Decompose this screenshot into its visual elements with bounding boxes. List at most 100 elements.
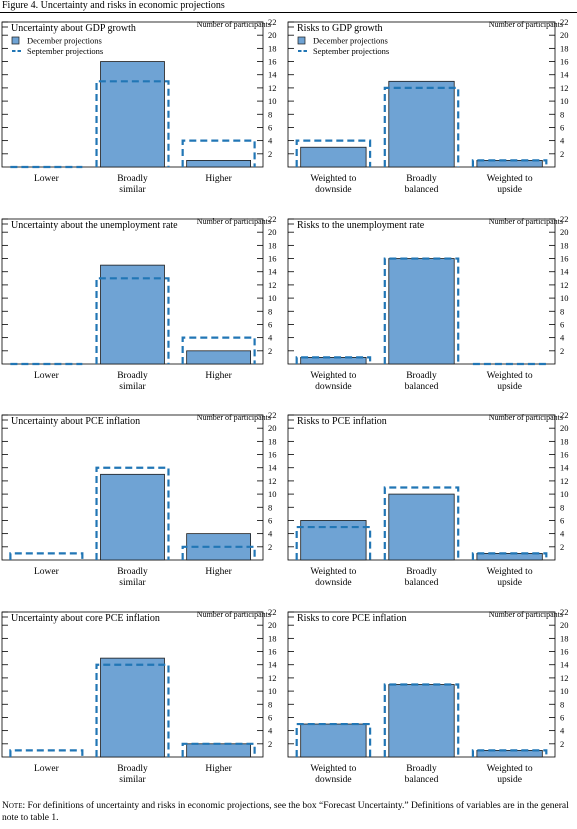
category-label-3: Weighted to (487, 371, 533, 381)
y-tick-label-12: 12 (268, 673, 277, 683)
chart-panel-4: Number of participants 2 4 6 8 10 12 14 16 18 20 22… (287, 214, 569, 392)
category-label-1: Lower (34, 764, 60, 774)
y-tick-label-22: 22 (268, 607, 277, 617)
y-tick-label-20: 20 (268, 227, 277, 237)
category-label-3: Higher (205, 174, 232, 184)
y-tick-label-22: 22 (560, 17, 569, 27)
chart-panel-1: Number of participants 2 4 6 8 10 12 14 16 18 20 22… (1, 17, 277, 195)
note-text: : For definitions of uncertainty and ris… (2, 801, 569, 823)
y-tick-label-14: 14 (268, 463, 277, 473)
september-step-line (295, 257, 547, 366)
y-axis-label: Number of participants (197, 413, 271, 422)
y-tick-label-10: 10 (560, 96, 569, 106)
y-tick-label-10: 10 (560, 686, 569, 696)
category-label-1: Weighted to (310, 371, 356, 381)
category-label-1: Lower (34, 371, 60, 381)
y-tick-label-2: 2 (560, 149, 564, 159)
y-tick-label-20: 20 (268, 423, 277, 433)
y-tick-label-4: 4 (560, 726, 565, 736)
chart-panel-6: Number of participants 2 4 6 8 10 12 14 16 18 20 22… (287, 410, 569, 588)
category-label-2: Broadly (117, 174, 148, 184)
september-step-line (10, 277, 256, 366)
y-tick-label-10: 10 (268, 489, 277, 499)
y-tick-label-2: 2 (560, 542, 564, 552)
bar-december-3 (476, 553, 543, 561)
september-step-line (10, 80, 256, 169)
y-tick-label-10: 10 (268, 293, 277, 303)
chart-panel-2: Number of participants 2 4 6 8 10 12 14 16 18 20 22… (287, 17, 569, 195)
category-label-3: Weighted to (487, 764, 533, 774)
y-tick-label-4: 4 (268, 136, 273, 146)
bar-december-3 (186, 743, 252, 758)
y-tick-label-6: 6 (268, 122, 272, 132)
bar-december-3 (476, 750, 543, 758)
bar-december-2 (100, 264, 165, 365)
chart-title: Uncertainty about GDP growth (11, 23, 136, 34)
category-label-3: upside (497, 775, 522, 785)
figure-title: Figure 4. Uncertainty and risks in econo… (2, 0, 225, 11)
y-tick-label-8: 8 (560, 699, 564, 709)
bar-december-2 (100, 657, 165, 758)
y-tick-label-16: 16 (560, 57, 569, 67)
category-label-1: Weighted to (310, 174, 356, 184)
chart-title: Uncertainty about PCE inflation (11, 416, 140, 427)
chart-panel-7: Number of participants 2 4 6 8 10 12 14 16 18 20 22… (1, 607, 277, 785)
title-rule (0, 12, 577, 13)
category-label-1: Lower (34, 567, 60, 577)
y-tick-label-12: 12 (560, 673, 569, 683)
category-label-1: Lower (34, 174, 60, 184)
y-tick-label-16: 16 (268, 450, 277, 460)
category-label-2: balanced (405, 775, 439, 785)
y-tick-label-14: 14 (268, 267, 277, 277)
y-tick-label-8: 8 (268, 109, 272, 119)
y-tick-label-12: 12 (560, 476, 569, 486)
bar-december-1 (300, 146, 367, 168)
y-tick-label-22: 22 (560, 607, 569, 617)
category-label-2: Broadly (117, 371, 148, 381)
chart-title: Risks to GDP growth (297, 23, 382, 34)
bar-december-2 (388, 684, 455, 758)
y-tick-label-4: 4 (560, 529, 565, 539)
legend-label-september: September projections (313, 46, 389, 56)
legend-swatch-december (297, 36, 306, 45)
y-tick-label-20: 20 (268, 30, 277, 40)
category-label-2: balanced (405, 185, 439, 195)
legend-label-december: December projections (27, 36, 102, 46)
y-tick-label-12: 12 (268, 476, 277, 486)
y-tick-label-2: 2 (560, 346, 564, 356)
september-step-line (295, 486, 548, 560)
y-tick-label-4: 4 (560, 333, 565, 343)
charts-grid: Number of participants246810121416182022… (1, 17, 569, 785)
y-tick-label-2: 2 (268, 739, 272, 749)
figure-note: Note: For definitions of uncertainty and… (2, 800, 575, 824)
y-tick-label-22: 22 (268, 214, 277, 224)
chart-panel-8: Number of participants 2 4 6 8 10 12 14 16 18 20 22… (287, 607, 569, 785)
y-tick-label-14: 14 (268, 660, 277, 670)
category-label-2: Broadly (406, 764, 437, 774)
y-tick-label-16: 16 (268, 647, 277, 657)
y-tick-label-6: 6 (560, 319, 564, 329)
y-tick-label-6: 6 (560, 712, 564, 722)
y-tick-label-16: 16 (560, 450, 569, 460)
y-tick-label-4: 4 (560, 136, 565, 146)
y-tick-label-2: 2 (268, 149, 272, 159)
y-tick-label-10: 10 (560, 293, 569, 303)
category-label-1: downside (315, 382, 351, 392)
y-tick-label-20: 20 (268, 620, 277, 630)
category-label-2: Broadly (406, 567, 437, 577)
chart-panel-5: Number of participants 2 4 6 8 10 12 14 16 18 20 22… (1, 410, 277, 588)
category-label-1: downside (315, 775, 351, 785)
y-axis-label: Number of participants (197, 610, 271, 619)
y-tick-label-2: 2 (268, 346, 272, 356)
y-tick-label-6: 6 (268, 712, 272, 722)
category-label-2: Broadly (406, 371, 437, 381)
category-label-3: Higher (205, 567, 232, 577)
category-label-2: Broadly (117, 764, 148, 774)
y-tick-label-14: 14 (268, 70, 277, 80)
legend-swatch-december (11, 36, 20, 45)
bar-december-3 (186, 350, 252, 365)
y-tick-label-8: 8 (268, 699, 272, 709)
y-tick-label-4: 4 (268, 726, 273, 736)
y-tick-label-12: 12 (268, 280, 277, 290)
bar-december-2 (100, 61, 165, 168)
